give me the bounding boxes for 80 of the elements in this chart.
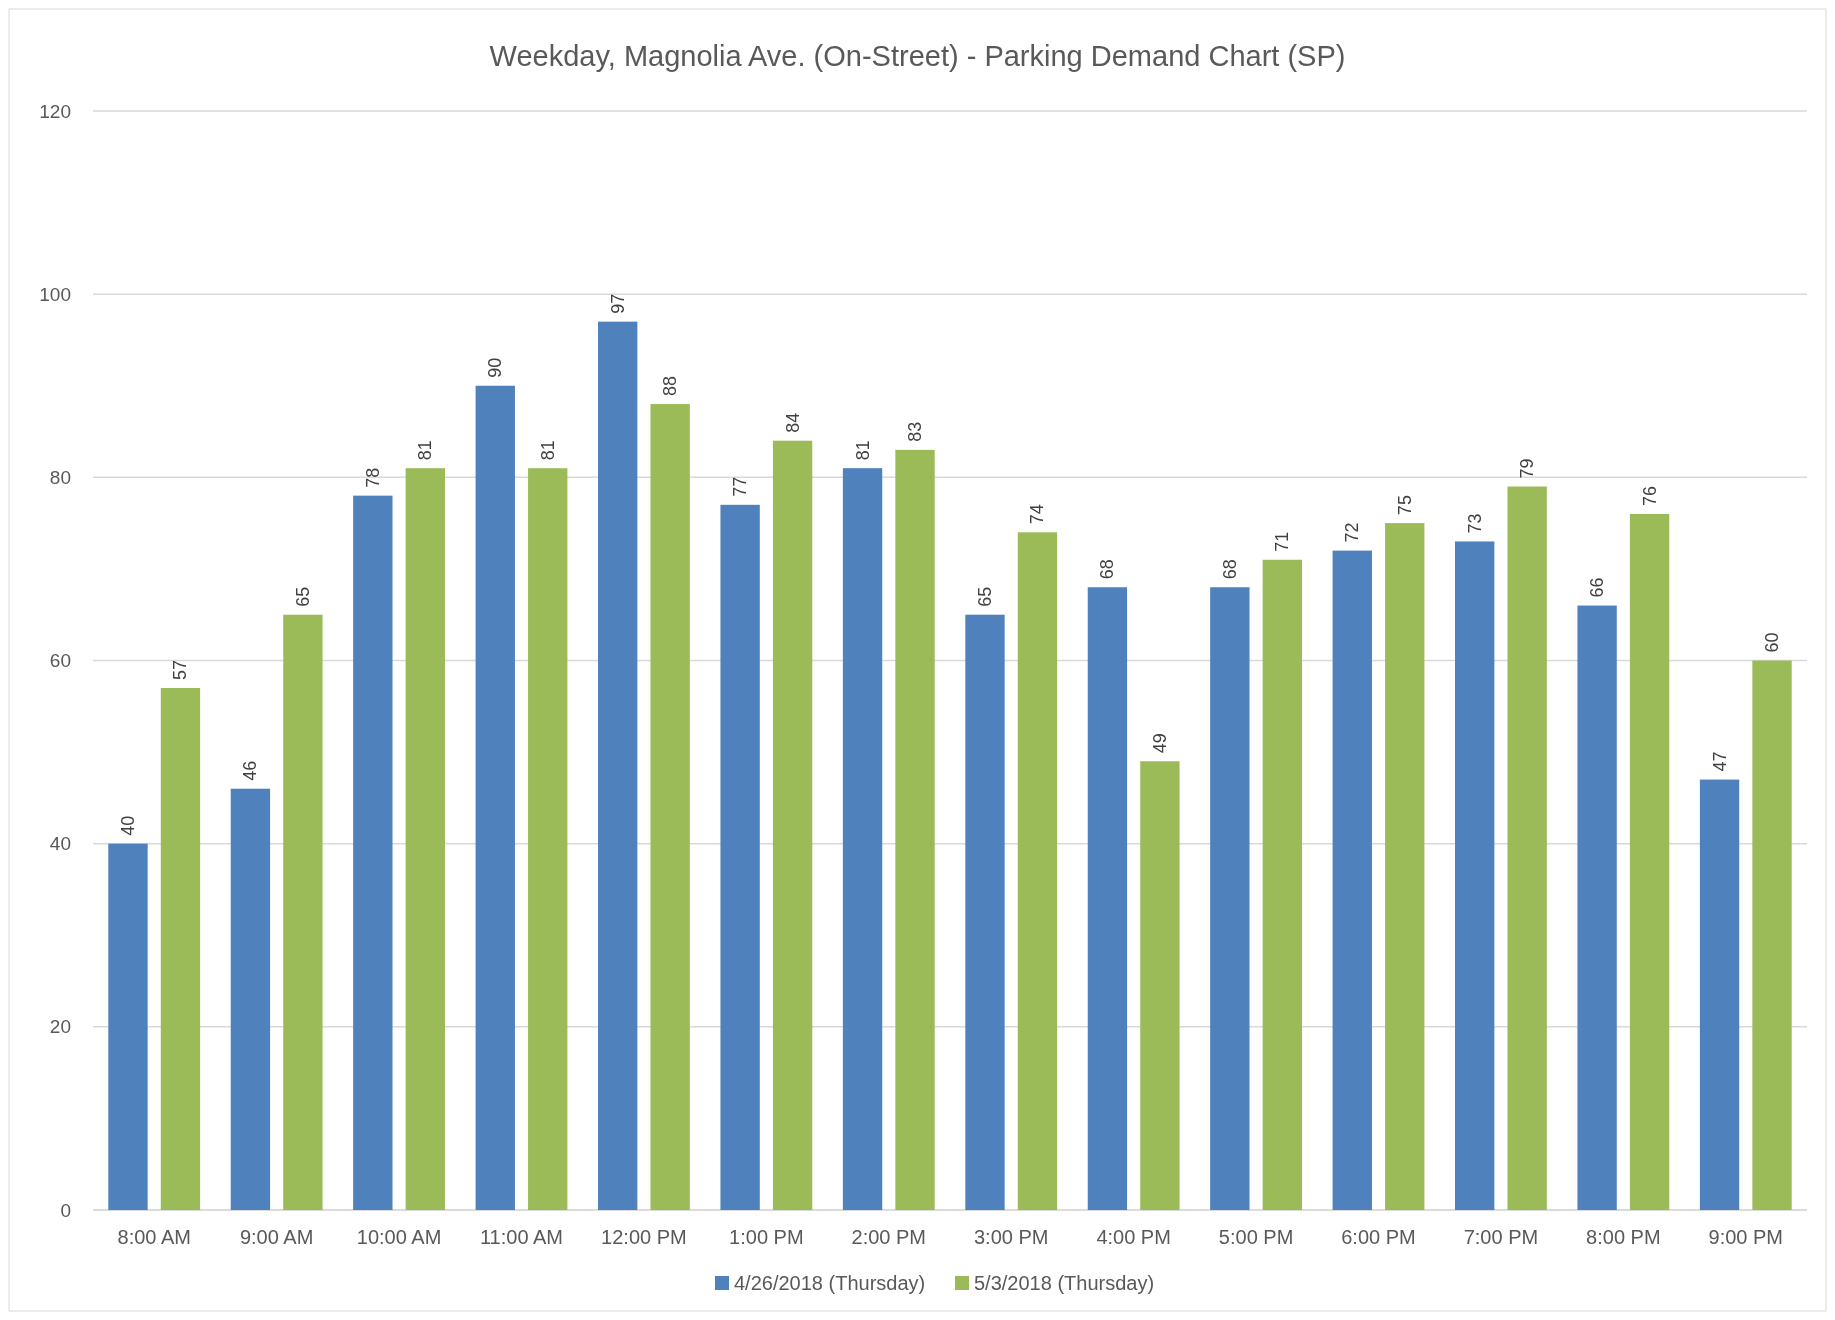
- x-tick-label: 7:00 PM: [1463, 1226, 1539, 1248]
- x-tick-label: 2:00 PM: [851, 1226, 927, 1248]
- bar: [283, 614, 323, 1210]
- x-tick-label: 8:00 AM: [117, 1226, 191, 1248]
- bar: [1577, 605, 1617, 1210]
- data-label: 81: [852, 440, 873, 461]
- bar: [1087, 587, 1128, 1210]
- y-tick-label: 100: [39, 283, 71, 305]
- data-label: 79: [1517, 458, 1538, 479]
- y-tick-label: 120: [39, 100, 71, 122]
- data-label: 73: [1464, 513, 1485, 534]
- y-tick-label: 20: [49, 1016, 71, 1038]
- y-tick-label: 60: [49, 650, 71, 672]
- bar: [160, 687, 201, 1210]
- x-tick-label: 10:00 AM: [356, 1226, 442, 1248]
- data-label: 84: [782, 412, 803, 433]
- bar: [772, 440, 813, 1210]
- bar: [528, 468, 568, 1210]
- data-label: 97: [607, 293, 628, 314]
- data-label: 90: [485, 357, 506, 378]
- x-tick-label: 6:00 PM: [1341, 1226, 1416, 1248]
- data-label: 78: [362, 467, 383, 488]
- data-label: 68: [1219, 559, 1240, 580]
- x-tick-label: 12:00 PM: [601, 1226, 687, 1248]
- legend-label: 5/3/2018 (Thursday): [974, 1272, 1155, 1294]
- data-label: 72: [1342, 522, 1363, 543]
- data-label: 83: [905, 421, 926, 442]
- data-label: 65: [974, 586, 995, 607]
- data-label: 47: [1709, 751, 1730, 772]
- bar: [1507, 486, 1547, 1210]
- data-label: 88: [660, 376, 681, 397]
- bar: [230, 788, 271, 1210]
- x-tick-label: 5:00 PM: [1218, 1226, 1294, 1248]
- data-label: 40: [117, 815, 138, 836]
- bar: [1699, 779, 1740, 1210]
- data-label: 46: [240, 760, 261, 781]
- data-label: 49: [1149, 733, 1170, 754]
- bar: [1262, 559, 1302, 1210]
- chart-title: Weekday, Magnolia Ave. (On-Street) - Parking Demand Chart (SP): [489, 40, 1346, 72]
- bar: [1140, 761, 1180, 1210]
- bar: [650, 404, 690, 1210]
- bar: [1752, 660, 1792, 1210]
- x-tick-label: 8:00 PM: [1586, 1226, 1661, 1248]
- y-tick-label: 80: [49, 466, 71, 488]
- bar: [1210, 587, 1250, 1210]
- data-label: 57: [170, 659, 191, 680]
- bar: [108, 843, 148, 1210]
- x-tick-label: 9:00 PM: [1708, 1226, 1784, 1248]
- bar: [842, 468, 883, 1210]
- x-tick-label: 3:00 PM: [973, 1226, 1049, 1248]
- data-label: 75: [1394, 495, 1415, 516]
- x-tick-label: 1:00 PM: [729, 1226, 804, 1248]
- bar: [1332, 550, 1372, 1210]
- data-label: 66: [1587, 577, 1608, 598]
- data-label: 81: [537, 440, 558, 461]
- data-label: 74: [1027, 504, 1048, 525]
- data-label: 60: [1762, 632, 1783, 653]
- x-tick-label: 11:00 AM: [479, 1226, 564, 1248]
- data-label: 71: [1272, 531, 1293, 552]
- legend-label: 4/26/2018 (Thursday): [734, 1272, 926, 1294]
- bar: [1017, 532, 1058, 1210]
- bar: [475, 385, 515, 1210]
- x-tick-label: 4:00 PM: [1096, 1226, 1171, 1248]
- bar: [1455, 541, 1495, 1210]
- bar: [353, 495, 393, 1210]
- bar: [405, 468, 445, 1210]
- y-tick-label: 40: [49, 833, 71, 855]
- y-tick-label: 0: [60, 1199, 71, 1221]
- bar: [1629, 513, 1670, 1210]
- data-label: 76: [1639, 485, 1660, 506]
- x-tick-label: 9:00 AM: [239, 1226, 314, 1248]
- data-label: 81: [415, 440, 436, 461]
- bar: [720, 504, 760, 1210]
- data-label: 68: [1097, 559, 1118, 580]
- bar: [965, 614, 1005, 1210]
- data-label: 65: [292, 586, 313, 607]
- bar: [895, 449, 935, 1210]
- bar: [1385, 523, 1425, 1210]
- bar: [598, 321, 638, 1210]
- data-label: 77: [730, 476, 751, 497]
